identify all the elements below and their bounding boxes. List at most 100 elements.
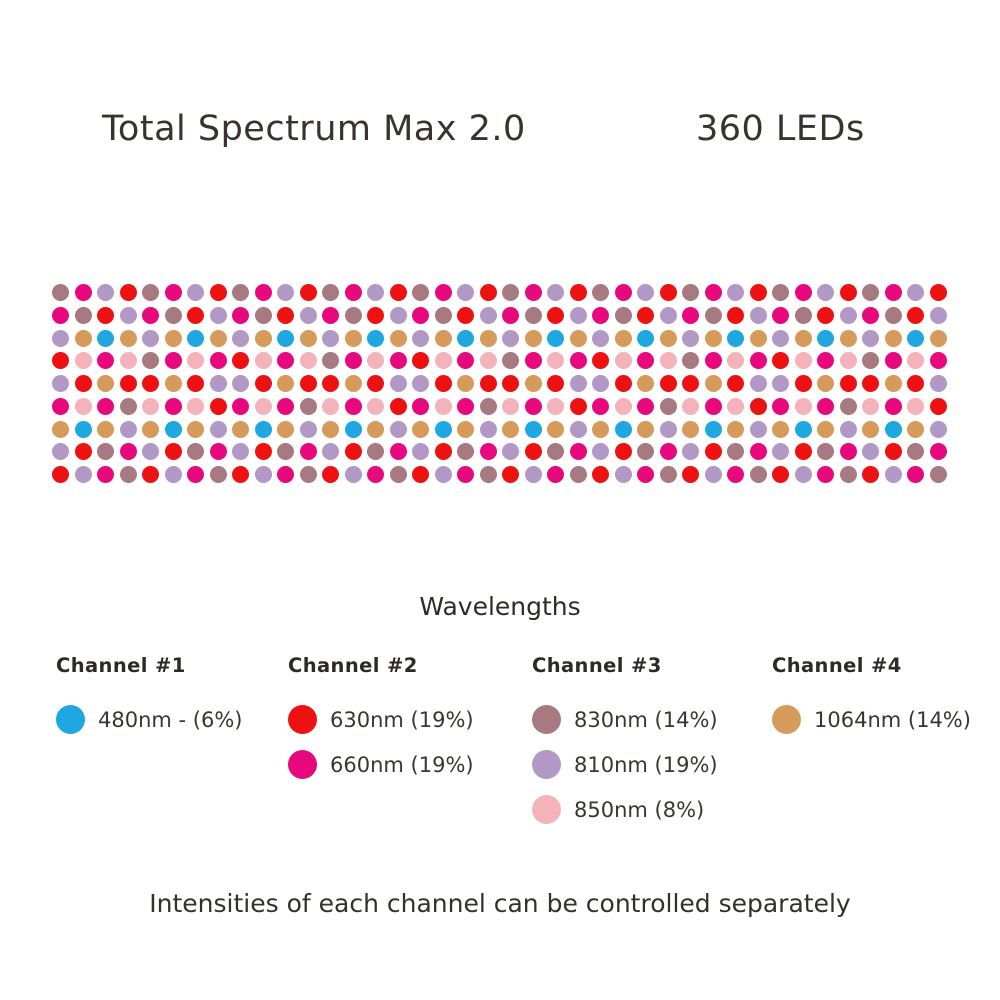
led-dot-830nm (862, 352, 879, 370)
led-dot-660nm (794, 284, 812, 301)
led-dot-1064nm (614, 329, 632, 347)
led-dot-660nm (884, 284, 902, 301)
led-dot-810nm (254, 466, 272, 483)
led-dot-660nm (457, 466, 474, 483)
channel-column: Channel #1 480nm - (6%) (56, 654, 242, 742)
led-grid (52, 284, 947, 483)
led-dot-660nm (299, 443, 317, 461)
led-dot-1064nm (704, 375, 722, 392)
led-dot-830nm (772, 284, 789, 301)
led-dot-1064nm (524, 329, 542, 347)
led-dot-660nm (659, 443, 677, 461)
led-dot-810nm (704, 466, 722, 483)
led-dot-660nm (682, 306, 699, 324)
led-dot-810nm (592, 443, 609, 461)
led-dot-660nm (839, 443, 857, 461)
led-dot-480nm (704, 420, 722, 438)
led-dot-480nm (457, 329, 474, 347)
led-dot-810nm (97, 284, 114, 301)
led-dot-850nm (907, 397, 924, 415)
led-dot-810nm (344, 466, 362, 483)
led-dot-630nm (817, 306, 834, 324)
led-dot-1064nm (772, 420, 789, 438)
led-dot-850nm (142, 397, 159, 415)
led-dot-630nm (569, 284, 587, 301)
led-dot-480nm (907, 329, 924, 347)
led-dot-850nm (434, 352, 452, 370)
led-dot-630nm (389, 397, 407, 415)
led-dot-630nm (659, 284, 677, 301)
led-dot-830nm (434, 306, 452, 324)
led-dot-660nm (862, 306, 879, 324)
led-dot-630nm (322, 375, 339, 392)
legend-title: Wavelengths (419, 592, 581, 621)
led-dot-810nm (592, 375, 609, 392)
led-dot-480nm (164, 420, 182, 438)
led-dot-630nm (569, 397, 587, 415)
led-dot-630nm (794, 375, 812, 392)
led-dot-810nm (142, 443, 159, 461)
led-dot-480nm (794, 420, 812, 438)
led-row (52, 466, 947, 483)
led-dot-810nm (412, 375, 429, 392)
led-dot-630nm (322, 466, 339, 483)
led-dot-1064nm (524, 375, 542, 392)
led-dot-850nm (839, 352, 857, 370)
led-dot-630nm (254, 375, 272, 392)
led-dot-660nm (502, 306, 519, 324)
led-dot-630nm (524, 443, 542, 461)
legend-item: 850nm (8%) (532, 787, 718, 832)
led-dot-810nm (457, 284, 474, 301)
led-dot-1064nm (142, 420, 159, 438)
led-dot-810nm (479, 306, 497, 324)
led-dot-810nm (52, 443, 69, 461)
led-dot-810nm (322, 329, 339, 347)
led-dot-630nm (119, 375, 137, 392)
led-dot-830nm (322, 352, 339, 370)
led-dot-630nm (907, 375, 924, 392)
led-dot-1064nm (547, 420, 564, 438)
led-dot-850nm (299, 352, 317, 370)
led-dot-660nm (569, 352, 587, 370)
led-dot-850nm (907, 352, 924, 370)
led-dot-850nm (502, 397, 519, 415)
led-dot-660nm (97, 397, 114, 415)
led-dot-810nm (434, 466, 452, 483)
led-dot-1064nm (52, 420, 69, 438)
legend-item-label: 630nm (19%) (330, 707, 474, 732)
led-dot-630nm (929, 284, 947, 301)
led-dot-810nm (929, 375, 947, 392)
legend-swatch-850nm (532, 795, 561, 824)
led-dot-480nm (97, 329, 114, 347)
led-dot-850nm (187, 397, 204, 415)
led-dot-480nm (547, 329, 564, 347)
led-dot-660nm (704, 284, 722, 301)
led-dot-1064nm (659, 329, 677, 347)
led-dot-850nm (367, 352, 384, 370)
legend-item: 810nm (19%) (532, 742, 718, 787)
led-dot-830nm (254, 306, 272, 324)
channel-header: Channel #1 (56, 654, 186, 677)
led-dot-660nm (254, 284, 272, 301)
led-count: 360 LEDs (696, 109, 865, 149)
footer-note: Intensities of each channel can be contr… (149, 889, 851, 918)
led-dot-480nm (817, 329, 834, 347)
led-dot-660nm (907, 466, 924, 483)
led-dot-830nm (119, 466, 137, 483)
led-dot-660nm (929, 352, 947, 370)
led-dot-660nm (344, 284, 362, 301)
led-dot-1064nm (187, 420, 204, 438)
led-dot-660nm (389, 443, 407, 461)
led-dot-660nm (884, 352, 902, 370)
led-dot-630nm (232, 466, 249, 483)
led-dot-810nm (119, 306, 137, 324)
led-dot-630nm (772, 466, 789, 483)
led-dot-480nm (344, 420, 362, 438)
led-dot-630nm (547, 375, 564, 392)
led-dot-830nm (839, 397, 857, 415)
led-dot-810nm (659, 306, 677, 324)
led-dot-1064nm (232, 420, 249, 438)
led-dot-630nm (434, 375, 452, 392)
led-dot-630nm (637, 306, 654, 324)
